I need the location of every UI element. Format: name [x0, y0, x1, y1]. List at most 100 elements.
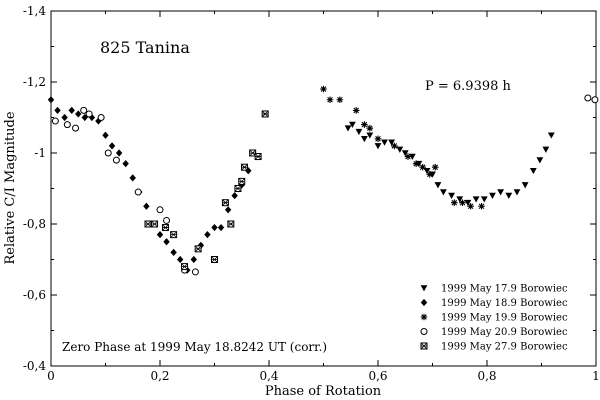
data-point — [104, 149, 112, 157]
data-point — [61, 113, 68, 122]
axis-ticks — [50, 10, 597, 367]
data-point — [151, 220, 159, 228]
data-point — [480, 196, 488, 203]
data-point — [68, 106, 75, 114]
legend: 1999 May 17.9 Borowiec 1999 May 18.9 Boro… — [420, 284, 568, 353]
period-label: P = 6.9398 h — [425, 79, 512, 94]
data-point — [81, 113, 88, 122]
data-point — [221, 199, 229, 207]
data-point — [129, 174, 136, 182]
data-point — [336, 96, 344, 104]
data-point — [170, 231, 178, 239]
data-point — [234, 185, 242, 192]
data-point — [478, 202, 485, 210]
data-point — [451, 199, 458, 206]
data-point — [547, 132, 555, 139]
data-point — [51, 117, 59, 125]
data-point — [348, 121, 356, 128]
series-3 — [320, 85, 485, 210]
data-point — [440, 189, 447, 196]
data-point — [240, 163, 248, 171]
data-point — [388, 139, 396, 146]
legend-label: 1999 May 19.9 Borowiec — [441, 313, 568, 324]
data-point — [261, 110, 269, 118]
data-point — [513, 189, 521, 196]
data-point — [396, 146, 404, 153]
data-point — [217, 223, 225, 232]
data-point — [404, 153, 412, 160]
data-point — [361, 121, 368, 128]
data-point — [143, 202, 150, 210]
data-point — [238, 181, 245, 189]
data-point — [489, 192, 496, 199]
data-point — [352, 107, 360, 114]
legend-label: 1999 May 18.9 Borowiec — [441, 298, 568, 309]
x-tick-label: 0,8 — [477, 369, 496, 383]
data-point — [591, 96, 599, 104]
data-point — [80, 106, 88, 114]
data-point — [170, 248, 177, 256]
data-point — [448, 192, 455, 199]
data-points — [47, 85, 599, 276]
y-tick-label: -0,8 — [23, 217, 46, 231]
y-axis-title: Relative C/I Magnitude — [3, 111, 18, 264]
data-point — [366, 124, 374, 132]
data-point — [391, 142, 398, 150]
series-5 — [144, 110, 269, 271]
y-tick-label: -1,4 — [23, 4, 47, 18]
data-point — [505, 192, 513, 199]
data-point — [108, 142, 116, 150]
data-point — [211, 223, 218, 232]
data-point — [529, 167, 537, 175]
data-point — [211, 256, 218, 263]
data-point — [434, 182, 442, 189]
data-point — [326, 96, 334, 104]
data-point — [472, 196, 480, 203]
data-point — [381, 139, 388, 146]
legend-marker — [420, 298, 428, 307]
data-point — [431, 163, 439, 171]
data-point — [144, 220, 152, 228]
x-tick-label: 0,4 — [259, 369, 278, 383]
tick-labels: 0 0,2 0,4 0,6 0,8 1 -1,4 -1,2 -1 -0,8 -0,6 -0,4 — [23, 4, 600, 383]
data-point — [254, 153, 262, 161]
data-point — [156, 231, 164, 239]
data-point — [112, 156, 120, 164]
x-tick-label: 0,6 — [368, 369, 387, 383]
x-tick-label: 1 — [592, 369, 600, 383]
series-4 — [51, 94, 599, 276]
data-point — [366, 132, 374, 139]
data-point — [75, 110, 82, 118]
data-point — [85, 110, 93, 118]
data-point — [456, 196, 464, 203]
data-point — [401, 150, 409, 157]
y-tick-label: -0,6 — [23, 288, 46, 302]
y-tick-label: -1,2 — [23, 75, 46, 89]
data-point — [459, 199, 466, 206]
zero-phase-note: Zero Phase at 1999 May 18.8242 UT (corr.… — [62, 340, 327, 354]
data-point — [72, 124, 80, 132]
series-2 — [47, 96, 252, 274]
data-point — [238, 177, 246, 185]
data-point — [134, 188, 142, 196]
data-point — [355, 128, 363, 136]
series-1 — [344, 121, 555, 207]
x-tick-label: 0,2 — [150, 369, 169, 383]
data-point — [161, 224, 169, 232]
y-tick-label: -0,4 — [23, 359, 47, 373]
data-point — [467, 202, 474, 210]
data-point — [408, 153, 416, 160]
data-point — [374, 143, 382, 150]
x-tick-label: 0 — [47, 369, 55, 383]
data-point — [360, 136, 368, 143]
data-point — [115, 149, 123, 157]
legend-label: 1999 May 17.9 Borowiec — [441, 284, 568, 295]
data-point — [224, 206, 232, 214]
y-tick-label: -1 — [34, 146, 46, 160]
data-point — [521, 182, 529, 189]
data-point — [412, 160, 420, 167]
data-point — [423, 167, 431, 175]
data-point — [163, 238, 170, 246]
data-point — [163, 216, 171, 224]
